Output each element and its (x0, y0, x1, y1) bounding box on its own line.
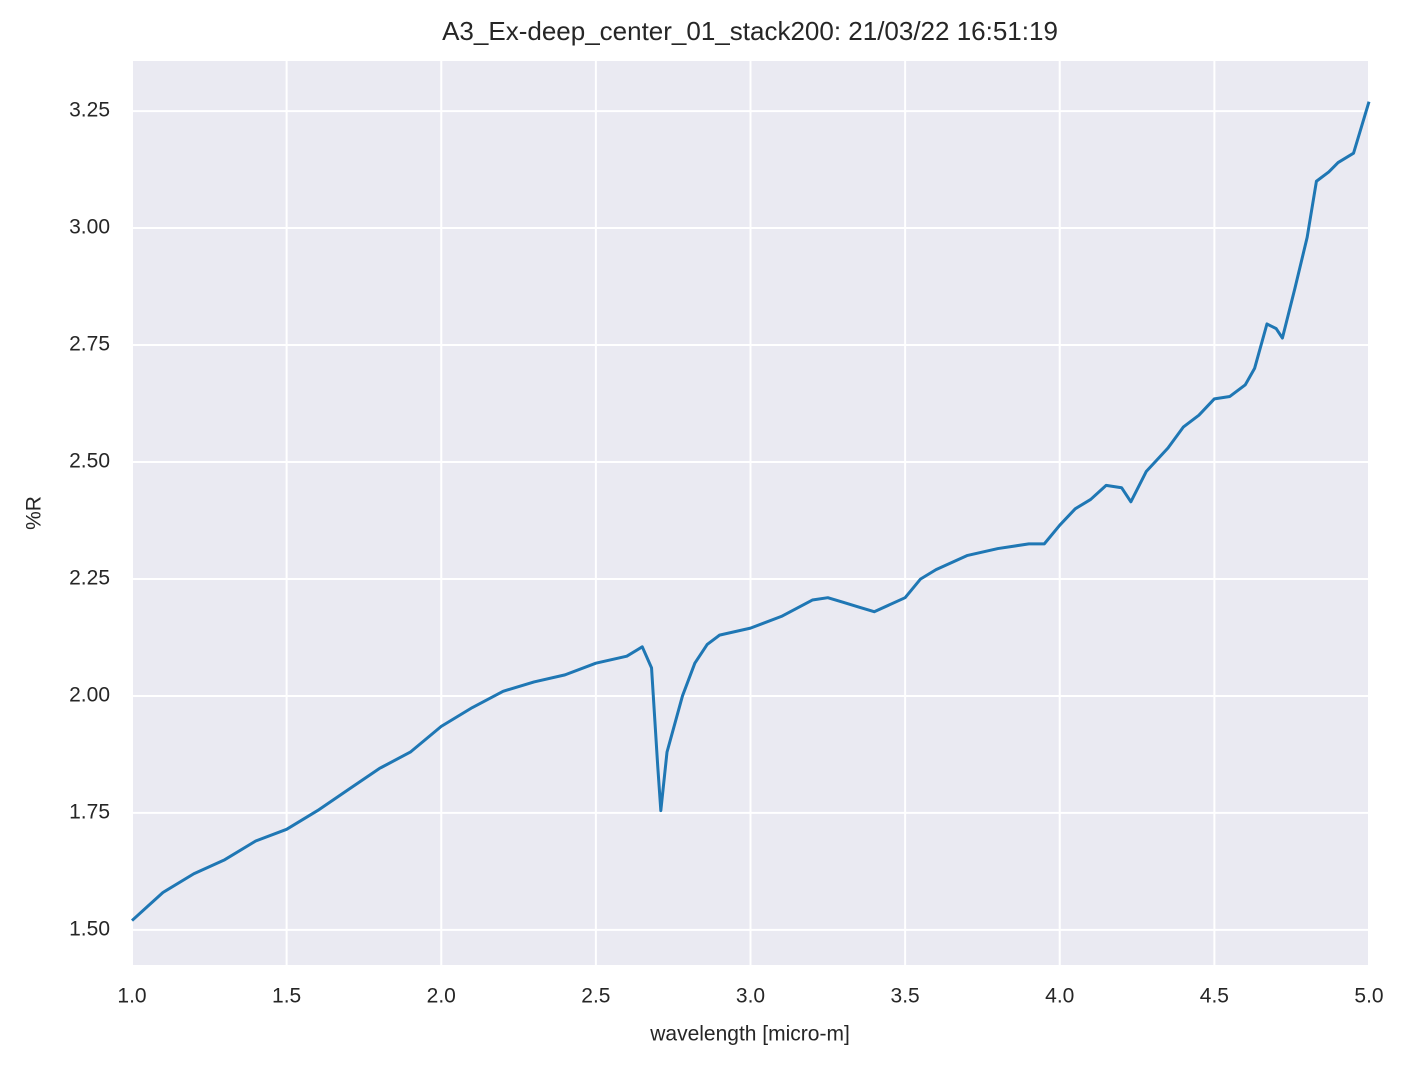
x-tick-label: 5.0 (1354, 985, 1383, 1008)
x-tick-label: 4.5 (1200, 985, 1229, 1008)
x-tick-label: 4.0 (1045, 985, 1074, 1008)
y-tick-label: 2.50 (69, 450, 110, 473)
y-tick-label: 2.75 (69, 333, 110, 356)
y-tick-label: 2.00 (69, 683, 110, 706)
y-tick-label: 1.50 (69, 917, 110, 940)
y-axis-label: %R (23, 496, 46, 530)
data-line (130, 101, 1371, 922)
x-tick-label: 2.0 (427, 985, 456, 1008)
x-tick-label: 1.0 (117, 985, 146, 1008)
y-tick-label: 2.25 (69, 567, 110, 590)
y-tick-label: 1.75 (69, 800, 110, 823)
x-tick-label: 3.5 (891, 985, 920, 1008)
x-tick-label: 1.5 (272, 985, 301, 1008)
x-axis-label: wavelength [micro-m] (649, 1023, 850, 1046)
y-tick-label: 3.00 (69, 216, 110, 239)
x-tick-label: 3.0 (736, 985, 765, 1008)
chart-title: A3_Ex-deep_center_01_stack200: 21/03/22 … (442, 16, 1058, 46)
x-tick-label: 2.5 (581, 985, 610, 1008)
grid (131, 61, 1370, 965)
y-tick-label: 3.25 (69, 99, 110, 122)
